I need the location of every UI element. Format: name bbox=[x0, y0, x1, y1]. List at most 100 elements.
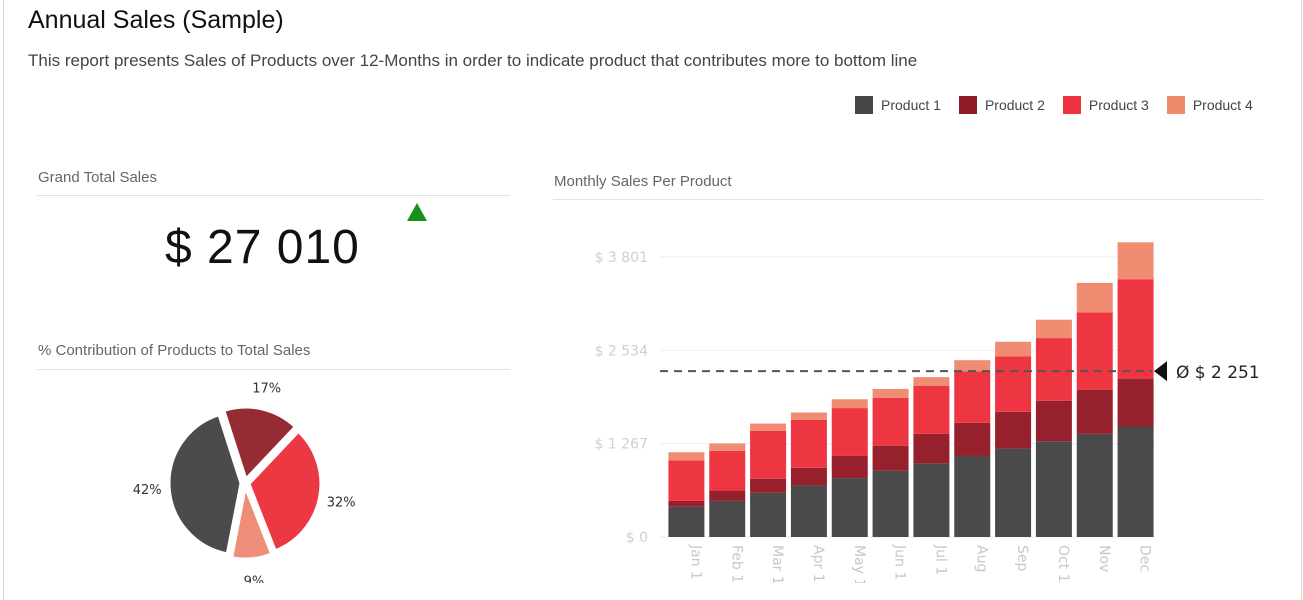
y-tick-label: $ 3 801 bbox=[595, 250, 648, 266]
bar-product-3-2[interactable] bbox=[709, 450, 746, 491]
bar-product-4-4[interactable] bbox=[790, 412, 827, 420]
x-tick-label: Mar 1 bbox=[769, 545, 785, 583]
kpi-divider bbox=[37, 195, 510, 196]
y-tick-label: $ 0 bbox=[626, 530, 648, 546]
bar-product-4-10[interactable] bbox=[1035, 319, 1072, 339]
bar-product-2-2[interactable] bbox=[709, 490, 746, 501]
bar-product-1-9[interactable] bbox=[995, 448, 1032, 537]
bar-product-2-9[interactable] bbox=[995, 411, 1032, 449]
pie-slice-label: 17% bbox=[252, 381, 281, 396]
pie-slice-label: 42% bbox=[133, 483, 162, 498]
bar-product-3-8[interactable] bbox=[954, 371, 991, 423]
pie-divider bbox=[37, 369, 510, 370]
bar-product-3-3[interactable] bbox=[750, 430, 787, 479]
x-tick-label: Jun 1 bbox=[892, 544, 908, 580]
legend-swatch bbox=[958, 96, 977, 114]
legend-label: Product 3 bbox=[1088, 97, 1149, 113]
pie-section-title: % Contribution of Products to Total Sale… bbox=[38, 342, 311, 359]
bar-product-4-1[interactable] bbox=[668, 452, 705, 461]
bar-divider bbox=[553, 199, 1263, 200]
report-frame bbox=[3, 0, 1302, 600]
bar-product-3-9[interactable] bbox=[995, 356, 1032, 412]
bar-product-3-10[interactable] bbox=[1035, 338, 1072, 401]
bar-product-1-7[interactable] bbox=[913, 463, 950, 537]
bar-product-1-8[interactable] bbox=[954, 455, 991, 537]
bar-product-1-5[interactable] bbox=[831, 478, 868, 537]
grand-total-value: $ 27 010 bbox=[165, 221, 360, 274]
bar-product-1-10[interactable] bbox=[1035, 441, 1072, 537]
legend-label: Product 1 bbox=[881, 97, 941, 113]
average-label: Ø $ 2 251 bbox=[1176, 363, 1260, 383]
bar-product-2-10[interactable] bbox=[1035, 400, 1072, 442]
legend-label: Product 2 bbox=[984, 97, 1045, 113]
bar-product-2-5[interactable] bbox=[831, 455, 868, 479]
legend-item-product-1[interactable]: Product 1 bbox=[855, 96, 941, 114]
bar-product-3-6[interactable] bbox=[872, 397, 909, 446]
pie-slice-product-4[interactable] bbox=[229, 481, 274, 561]
x-tick-label: Jul 1 bbox=[932, 544, 948, 575]
x-tick-label: May 1 bbox=[851, 545, 867, 583]
bar-product-2-12[interactable] bbox=[1117, 378, 1154, 427]
bar-product-2-3[interactable] bbox=[750, 478, 787, 493]
bar-product-4-8[interactable] bbox=[954, 360, 991, 372]
bar-product-4-6[interactable] bbox=[872, 388, 909, 398]
bar-product-3-5[interactable] bbox=[831, 408, 868, 456]
legend-swatch bbox=[855, 96, 873, 114]
bar-product-2-4[interactable] bbox=[790, 467, 827, 486]
legend-item-product-2[interactable]: Product 2 bbox=[958, 96, 1045, 114]
pie-slice-label: 32% bbox=[327, 496, 356, 511]
legend-item-product-4[interactable]: Product 4 bbox=[1166, 96, 1253, 114]
bar-section-title: Monthly Sales Per Product bbox=[554, 173, 732, 190]
bar-product-1-6[interactable] bbox=[872, 470, 909, 537]
bar-product-1-1[interactable] bbox=[668, 506, 705, 537]
x-tick-label: Nov bbox=[1096, 545, 1112, 572]
bar-chart: $ 0 $ 1 267 $ 2 534 $ 3 801 Jan 1 Feb 1 Mar 1 A… bbox=[595, 242, 1260, 583]
bar-product-4-9[interactable] bbox=[995, 341, 1032, 357]
legend-item-product-3[interactable]: Product 3 bbox=[1062, 96, 1149, 114]
bar-product-4-7[interactable] bbox=[913, 377, 950, 386]
x-tick-label: Sep bbox=[1014, 545, 1030, 572]
x-tick-label: Apr 1 bbox=[810, 545, 826, 583]
trend-up-icon bbox=[407, 203, 427, 221]
bar-product-3-1[interactable] bbox=[668, 460, 705, 501]
legend-swatch bbox=[1166, 96, 1185, 114]
average-marker-icon bbox=[1154, 361, 1167, 382]
y-tick-label: $ 2 534 bbox=[595, 343, 649, 359]
bar-product-4-5[interactable] bbox=[831, 399, 868, 409]
bar-product-4-11[interactable] bbox=[1076, 282, 1113, 313]
report-subtitle: This report presents Sales of Products o… bbox=[28, 51, 918, 70]
pie-chart: 42% 17% 32% 9% bbox=[133, 381, 356, 583]
bar-product-4-3[interactable] bbox=[750, 423, 787, 431]
bar-product-2-1[interactable] bbox=[668, 500, 705, 507]
legend: Product 1 Product 2 Product 3 Product 4 bbox=[855, 96, 1253, 114]
pie-slice-label: 9% bbox=[244, 575, 265, 583]
bar-product-2-11[interactable] bbox=[1076, 389, 1113, 434]
legend-label: Product 4 bbox=[1192, 97, 1253, 113]
bar-product-1-2[interactable] bbox=[709, 500, 746, 537]
bar-product-2-8[interactable] bbox=[954, 422, 991, 456]
bar-product-1-12[interactable] bbox=[1117, 426, 1154, 537]
legend-swatch bbox=[1062, 96, 1081, 114]
pie-slice-product-1[interactable] bbox=[167, 412, 243, 556]
pie-slice-product-2[interactable] bbox=[221, 405, 298, 482]
bar-product-4-12[interactable] bbox=[1117, 242, 1154, 280]
x-tick-label: Oct 1 bbox=[1055, 545, 1071, 583]
report-title: Annual Sales (Sample) bbox=[28, 6, 284, 34]
bar-product-2-6[interactable] bbox=[872, 445, 909, 471]
x-tick-label: Feb 1 bbox=[728, 545, 744, 583]
x-tick-label: Jan 1 bbox=[687, 544, 703, 580]
bar-product-4-2[interactable] bbox=[709, 443, 746, 451]
bar-product-2-7[interactable] bbox=[913, 433, 950, 464]
bar-product-3-12[interactable] bbox=[1117, 279, 1154, 379]
bar-product-1-11[interactable] bbox=[1076, 433, 1113, 537]
bar-product-3-11[interactable] bbox=[1076, 312, 1113, 390]
bar-product-1-3[interactable] bbox=[750, 492, 787, 537]
y-tick-label: $ 1 267 bbox=[595, 437, 648, 453]
bar-product-3-7[interactable] bbox=[913, 385, 950, 434]
pie-slice-product-3[interactable] bbox=[247, 429, 323, 553]
x-tick-label: Aug bbox=[973, 545, 989, 572]
x-tick-label: Dec bbox=[1137, 545, 1153, 572]
bar-product-1-4[interactable] bbox=[790, 485, 827, 537]
bar-product-3-4[interactable] bbox=[790, 419, 827, 468]
kpi-title: Grand Total Sales bbox=[38, 169, 157, 186]
